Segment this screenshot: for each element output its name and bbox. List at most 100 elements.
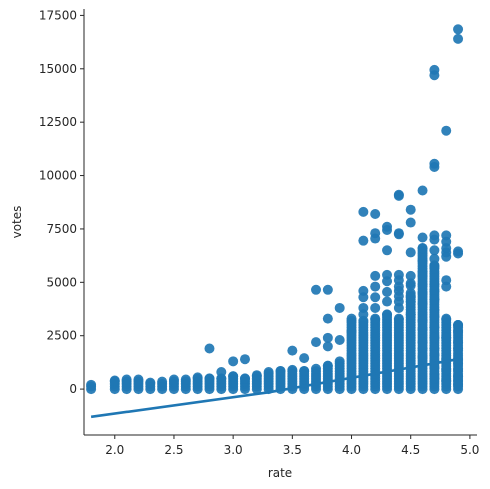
data-point (157, 376, 168, 387)
data-point (287, 345, 298, 356)
data-point (382, 225, 393, 236)
data-point (370, 281, 381, 292)
data-point (275, 365, 286, 376)
data-point (358, 309, 369, 320)
data-point (370, 208, 381, 219)
data-point (405, 309, 416, 320)
data-point (370, 233, 381, 244)
data-point (441, 332, 452, 343)
data-point (382, 286, 393, 297)
x-tick-label: 2.5 (164, 443, 183, 457)
data-point (417, 343, 428, 354)
data-point (370, 302, 381, 313)
x-tick-label: 3.0 (224, 443, 243, 457)
data-point (429, 253, 440, 264)
data-point (228, 356, 239, 367)
data-point (441, 313, 452, 324)
data-point (382, 296, 393, 307)
data-point (109, 375, 120, 386)
data-point (311, 284, 322, 295)
data-point (441, 281, 452, 292)
data-point (370, 270, 381, 281)
data-point (251, 370, 262, 381)
data-point (429, 262, 440, 273)
data-point (417, 315, 428, 326)
data-point (358, 292, 369, 303)
data-point (358, 206, 369, 217)
data-point (382, 309, 393, 320)
data-point (204, 373, 215, 384)
data-point (393, 302, 404, 313)
data-point (311, 337, 322, 348)
y-tick-label: 15000 (39, 62, 77, 76)
data-point (299, 353, 310, 364)
y-tick-label: 7500 (46, 222, 77, 236)
x-axis-label: rate (268, 466, 292, 480)
data-point (239, 354, 250, 365)
data-point (382, 245, 393, 256)
data-point (429, 234, 440, 245)
data-point (453, 379, 464, 390)
y-tick-label: 5000 (46, 275, 77, 289)
data-point (429, 311, 440, 322)
x-tick-label: 4.0 (342, 443, 361, 457)
y-tick-label: 12500 (39, 115, 77, 129)
data-point (334, 302, 345, 313)
data-point (429, 294, 440, 305)
data-point (453, 326, 464, 337)
data-point (441, 364, 452, 375)
data-point (168, 374, 179, 385)
data-point (417, 270, 428, 281)
data-point (346, 313, 357, 324)
data-point (453, 248, 464, 259)
data-point (121, 374, 132, 385)
data-point (322, 360, 333, 371)
data-point (299, 365, 310, 376)
data-point (204, 343, 215, 354)
data-point (145, 377, 156, 388)
data-point (405, 270, 416, 281)
data-point (322, 284, 333, 295)
data-point (322, 313, 333, 324)
data-point (405, 280, 416, 291)
scatter-points (86, 24, 464, 395)
data-point (429, 373, 440, 384)
data-point (429, 245, 440, 256)
data-point (287, 364, 298, 375)
data-point (393, 229, 404, 240)
data-point (429, 162, 440, 173)
data-point (429, 322, 440, 333)
data-point (239, 373, 250, 384)
data-point (393, 190, 404, 201)
data-point (417, 243, 428, 254)
data-point (441, 375, 452, 386)
data-point (453, 343, 464, 354)
y-tick-label: 17500 (39, 8, 77, 22)
data-point (133, 374, 144, 385)
data-point (453, 33, 464, 44)
data-point (429, 285, 440, 296)
data-point (86, 379, 97, 390)
data-point (417, 255, 428, 266)
data-point (417, 279, 428, 290)
y-tick-label: 0 (69, 382, 77, 396)
data-point (216, 367, 227, 378)
data-point (263, 367, 274, 378)
data-point (405, 296, 416, 307)
data-point (429, 70, 440, 81)
data-point (405, 204, 416, 215)
data-point (393, 313, 404, 324)
data-point (405, 247, 416, 258)
data-point (417, 352, 428, 363)
data-point (322, 332, 333, 343)
data-point (429, 332, 440, 343)
data-point (441, 251, 452, 262)
x-tick-label: 4.5 (401, 443, 420, 457)
data-point (417, 324, 428, 335)
x-tick-label: 5.0 (460, 443, 479, 457)
data-point (192, 372, 203, 383)
data-point (334, 334, 345, 345)
data-point (228, 371, 239, 382)
x-axis-ticks: 2.0 2.5 3.0 3.5 4.0 4.5 5.0 (105, 435, 479, 457)
